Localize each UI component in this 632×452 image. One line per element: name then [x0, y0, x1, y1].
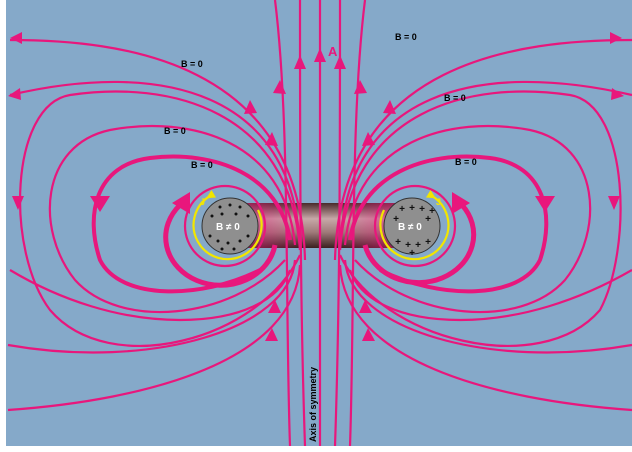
arrowhead: [268, 300, 281, 313]
arrowhead: [362, 132, 375, 146]
label-b-zero-1: B = 0: [395, 32, 417, 42]
field-loop-left-4: [9, 38, 307, 261]
field-ring-left-bold: [163, 203, 278, 288]
current-arrow-right: [379, 189, 450, 261]
field-loop-right-5: [338, 80, 632, 251]
field-loop-left-8: [9, 269, 292, 322]
label-vector-potential: A: [328, 44, 338, 59]
field-ring-right-bold: [362, 203, 477, 286]
arrowhead: [362, 328, 375, 341]
label-b-zero-2: B = 0: [181, 59, 203, 69]
field-loop-right-3: [338, 90, 622, 347]
axis-line-4: [273, 0, 292, 447]
arrowhead: [354, 80, 367, 94]
svg-text:+: +: [425, 214, 431, 225]
field-loop-left-1: [91, 154, 292, 294]
arrowhead: [90, 196, 110, 212]
field-ring-left-inner: [183, 184, 267, 268]
arrowhead: [273, 80, 286, 94]
label-current-left: J: [200, 197, 205, 207]
svg-text:+: +: [425, 237, 431, 248]
arrowhead: [265, 328, 278, 341]
arrowhead: [611, 88, 624, 100]
label-b-zero-6: B = 0: [455, 157, 477, 167]
field-loop-right-1: [348, 154, 549, 294]
arrowhead: [172, 192, 190, 214]
conductor-right: + + + + + + + + + + +: [383, 197, 441, 259]
arrowhead: [610, 32, 622, 44]
field-arrows: [8, 32, 624, 341]
label-b-zero-5: B = 0: [191, 160, 213, 170]
arrowhead: [535, 196, 555, 212]
label-b-nonzero-right: B ≠ 0: [398, 222, 422, 233]
svg-text:+: +: [429, 206, 435, 217]
svg-text:+: +: [419, 204, 425, 215]
arrowhead: [244, 100, 257, 114]
field-loop-right-8: [348, 269, 632, 322]
arrowhead: [265, 132, 278, 146]
label-b-zero-4: B = 0: [164, 126, 186, 136]
svg-text:+: +: [393, 214, 399, 225]
svg-text:+: +: [395, 237, 401, 248]
arrowhead: [294, 55, 306, 69]
field-loop-right-2: [343, 124, 592, 314]
arrowhead: [359, 300, 372, 313]
axis-of-symmetry-label: Axis of symmetry: [308, 367, 318, 442]
svg-text:+: +: [415, 240, 421, 251]
label-b-nonzero-left: B ≠ 0: [216, 222, 240, 233]
svg-text:+: +: [399, 204, 405, 215]
arrowhead: [608, 196, 620, 210]
arrowhead: [452, 192, 470, 214]
field-loop-right-4: [333, 38, 632, 261]
label-current-right: J: [436, 197, 441, 207]
arrowhead: [314, 48, 326, 62]
axis-line-5: [348, 0, 367, 447]
arrowhead: [10, 32, 22, 44]
current-arrow-left: [192, 189, 263, 261]
arrowhead: [8, 88, 21, 100]
field-lines: [7, 0, 632, 447]
conductor-left: [201, 197, 259, 255]
arrowhead: [334, 55, 346, 69]
svg-text:+: +: [409, 248, 415, 259]
field-loop-right-7: [338, 264, 632, 412]
svg-text:+: +: [409, 203, 415, 214]
field-loop-left-3: [19, 90, 302, 347]
label-b-zero-3: B = 0: [444, 93, 466, 103]
field-ring-right-inner: [373, 184, 457, 268]
field-loop-left-7: [7, 264, 302, 412]
field-loop-left-5: [9, 80, 302, 251]
arrowhead: [12, 196, 24, 210]
current-arrows: [192, 189, 450, 261]
svg-text:+: +: [405, 240, 411, 251]
field-loop-left-2: [48, 124, 297, 314]
arrowhead: [383, 100, 396, 114]
